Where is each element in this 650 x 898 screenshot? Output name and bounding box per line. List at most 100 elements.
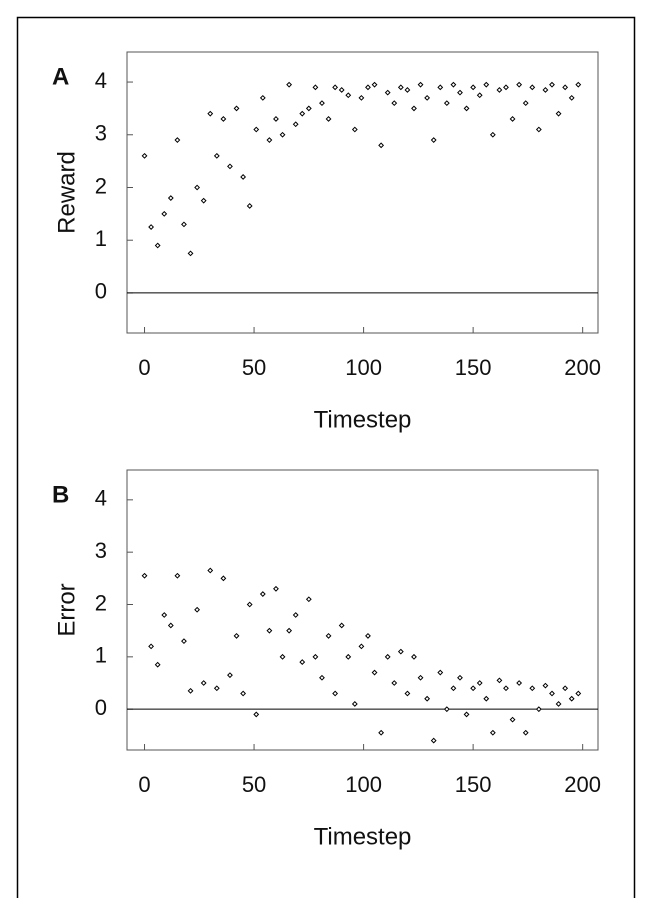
point — [503, 84, 509, 91]
point — [325, 632, 332, 639]
point — [286, 627, 293, 634]
y-tick-label: 4 — [95, 486, 107, 511]
point — [187, 250, 194, 257]
panel-label: B — [52, 481, 69, 508]
point — [397, 84, 404, 91]
point — [443, 706, 450, 713]
point — [187, 687, 194, 694]
point — [213, 152, 220, 159]
point — [338, 622, 345, 629]
point — [253, 711, 260, 718]
point — [489, 131, 496, 138]
point — [470, 84, 477, 91]
point — [227, 163, 233, 170]
point — [496, 87, 503, 93]
y-tick-label: 2 — [95, 590, 107, 615]
point — [299, 659, 306, 665]
point — [384, 89, 391, 96]
point — [305, 596, 312, 603]
point — [575, 81, 582, 88]
point — [371, 81, 378, 88]
point — [516, 680, 523, 686]
point — [457, 89, 463, 96]
point — [148, 643, 155, 650]
point — [411, 653, 417, 660]
point — [555, 110, 562, 117]
point — [516, 81, 523, 88]
point — [305, 105, 312, 112]
point — [200, 680, 207, 686]
point — [483, 695, 490, 702]
x-tick-label: 0 — [138, 772, 150, 797]
point — [181, 638, 187, 645]
point — [161, 612, 168, 618]
point — [509, 116, 516, 122]
point — [430, 737, 437, 744]
point — [332, 84, 339, 91]
point — [246, 203, 253, 209]
y-tick-label: 1 — [95, 643, 107, 668]
x-tick-label: 0 — [138, 355, 150, 380]
point — [233, 105, 240, 112]
plot-frame — [126, 469, 599, 751]
point — [443, 100, 450, 107]
point — [450, 81, 457, 88]
point — [509, 716, 516, 723]
point — [365, 84, 371, 91]
point — [167, 195, 174, 201]
point — [141, 572, 148, 579]
point — [148, 224, 155, 230]
point — [299, 110, 306, 117]
point — [174, 572, 181, 579]
point — [358, 94, 365, 101]
point — [233, 632, 240, 639]
point — [463, 711, 470, 718]
point — [568, 695, 575, 702]
point — [207, 110, 214, 117]
point — [391, 680, 398, 686]
point — [457, 674, 463, 681]
point — [213, 685, 220, 692]
point — [489, 729, 496, 736]
x-axis-title: Timestep — [314, 823, 412, 850]
frame — [16, 16, 636, 898]
y-axis-title: Error — [53, 583, 80, 636]
panel-label: A — [52, 63, 69, 90]
point — [181, 221, 187, 228]
point — [351, 126, 358, 133]
point — [430, 137, 437, 143]
point — [207, 567, 214, 574]
x-tick-label: 200 — [564, 772, 601, 797]
point — [319, 674, 325, 681]
point — [200, 197, 207, 204]
point — [542, 682, 549, 689]
y-tick-label: 4 — [95, 68, 107, 93]
point — [371, 669, 378, 676]
x-tick-label: 100 — [345, 355, 382, 380]
y-tick-label: 0 — [95, 695, 107, 720]
x-tick-label: 200 — [564, 355, 601, 380]
point — [253, 126, 260, 133]
point — [417, 674, 424, 681]
x-axis-title: Timestep — [314, 406, 412, 433]
point — [240, 174, 247, 180]
y-tick-label: 2 — [95, 173, 107, 198]
point — [529, 84, 536, 91]
point — [161, 210, 168, 217]
point — [220, 575, 227, 582]
point — [154, 661, 161, 668]
point — [259, 94, 266, 101]
point — [549, 690, 555, 697]
point — [424, 695, 431, 702]
point — [227, 672, 233, 679]
point — [174, 137, 181, 143]
point — [463, 105, 470, 112]
point — [292, 612, 299, 618]
point — [411, 105, 417, 112]
point — [522, 100, 529, 107]
point — [424, 94, 431, 101]
point — [378, 142, 385, 149]
point — [273, 116, 279, 122]
point — [194, 606, 201, 613]
